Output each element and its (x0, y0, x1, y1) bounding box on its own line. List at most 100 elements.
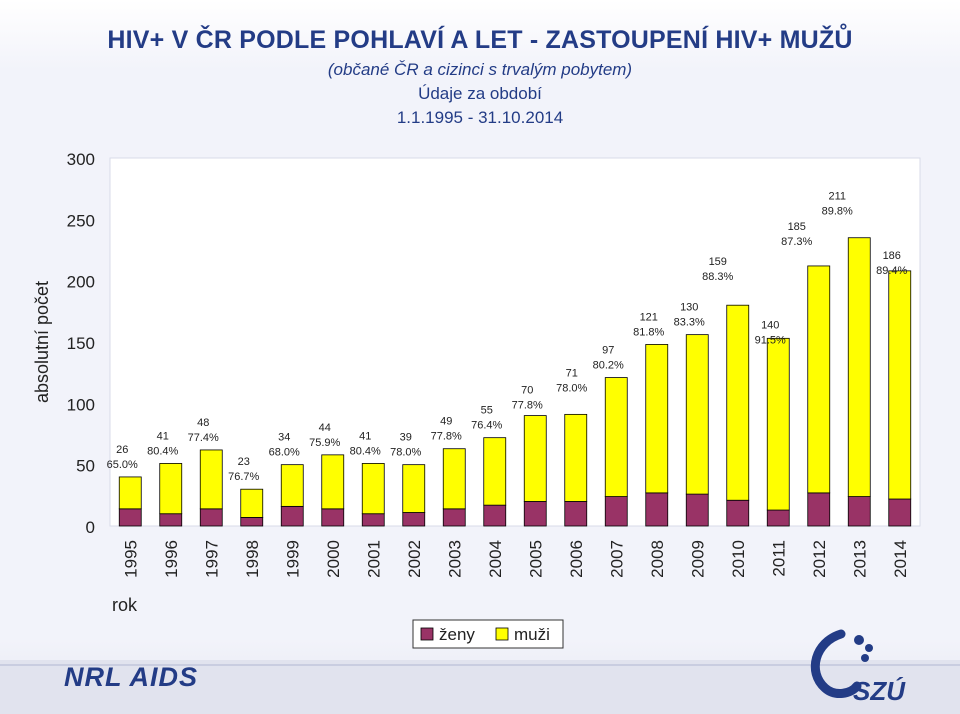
bar-zeny (888, 498, 912, 527)
y-tick-label: 300 (67, 150, 95, 169)
x-tick-label: 2000 (324, 540, 343, 578)
footer-band (0, 660, 960, 714)
x-tick-label: 2009 (688, 540, 707, 578)
bar-muzi (159, 463, 183, 515)
data-label-count: 186 (883, 250, 901, 262)
x-tick-label: 2005 (526, 540, 545, 578)
szu-logo: SZÚ (810, 629, 906, 706)
page-title: HIV+ V ČR PODLE POHLAVÍ A LET - ZASTOUPE… (107, 26, 853, 54)
x-tick-label: 2001 (364, 540, 383, 578)
legend-swatch-muzi (495, 627, 509, 641)
data-label-count: 185 (788, 221, 806, 233)
data-label-share: 91.5% (755, 334, 786, 346)
data-label-count: 26 (116, 444, 128, 456)
legend-label-zeny: ženy (439, 625, 475, 644)
bar-muzi (280, 464, 304, 507)
data-label-count: 41 (359, 430, 371, 442)
bar-zeny (361, 513, 385, 527)
data-label-share: 81.8% (633, 326, 664, 338)
legend-swatch-zeny (420, 627, 434, 641)
bar-muzi (807, 265, 831, 494)
bar-zeny (564, 501, 588, 527)
data-label-share: 89.4% (876, 265, 907, 277)
x-tick-label: 2010 (729, 540, 748, 578)
bar-zeny (847, 496, 871, 527)
bar-zeny (159, 513, 183, 527)
data-label-share: 87.3% (781, 236, 812, 248)
bar-zeny (645, 492, 669, 527)
x-tick-label: 2013 (850, 540, 869, 578)
data-label-count: 34 (278, 432, 290, 444)
bar-zeny (280, 505, 304, 527)
data-label-count: 121 (640, 311, 658, 323)
x-tick-label: 2012 (810, 540, 829, 578)
bar-zeny (321, 508, 345, 527)
bar-zeny (807, 492, 831, 527)
period-range: 1.1.1995 - 31.10.2014 (396, 108, 564, 127)
x-axis-label: rok (112, 595, 138, 615)
bar-muzi (118, 476, 142, 510)
data-label-count: 49 (440, 416, 452, 428)
bar-zeny (726, 499, 750, 527)
data-label-share: 77.8% (512, 400, 543, 412)
data-label-count: 48 (197, 417, 209, 429)
data-label-share: 76.4% (471, 420, 502, 432)
bar-muzi (402, 464, 426, 513)
data-label-count: 140 (761, 319, 779, 331)
x-tick-label: 2014 (891, 540, 910, 578)
data-label-count: 70 (521, 385, 533, 397)
data-label-count: 71 (566, 367, 578, 379)
bar-muzi (361, 463, 385, 515)
bar-muzi (685, 334, 709, 495)
page-subtitle: (občané ČR a cizinci s trvalým pobytem) (327, 60, 633, 79)
bar-zeny (483, 504, 507, 527)
bar-zeny (118, 508, 142, 527)
data-label-share: 89.8% (822, 206, 853, 218)
data-label-count: 39 (400, 432, 412, 444)
bar-zeny (523, 501, 547, 527)
data-label-share: 75.9% (309, 437, 340, 449)
bar-zeny (402, 512, 426, 527)
data-label-share: 77.4% (188, 432, 219, 444)
data-label-share: 65.0% (107, 459, 138, 471)
x-tick-label: 1996 (162, 540, 181, 578)
bar-zeny (240, 517, 264, 527)
bar-muzi (604, 377, 628, 497)
legend-label-muzi: muži (514, 625, 550, 644)
szu-logo-text: SZÚ (853, 676, 906, 706)
y-tick-label: 150 (67, 334, 95, 353)
data-label-share: 80.4% (147, 445, 178, 457)
data-label-share: 80.4% (350, 445, 381, 457)
x-tick-label: 2004 (486, 540, 505, 578)
data-label-share: 78.0% (390, 447, 421, 459)
y-tick-label: 50 (76, 457, 95, 476)
y-axis-label: absolutní počet (32, 281, 52, 403)
bar-zeny (442, 508, 466, 527)
data-label-count: 41 (157, 430, 169, 442)
x-tick-label: 2006 (567, 540, 586, 578)
bar-muzi (888, 270, 912, 500)
bar-muzi (442, 448, 466, 510)
bar-zeny (604, 496, 628, 527)
x-tick-label: 1999 (283, 540, 302, 578)
legend-box (412, 619, 564, 649)
nrl-aids-logo: NRL AIDS (64, 662, 199, 692)
bar-muzi (847, 237, 871, 497)
y-tick-label: 100 (67, 395, 95, 414)
data-label-count: 44 (319, 422, 331, 434)
y-tick-label: 250 (67, 211, 95, 230)
bar-muzi (645, 344, 669, 494)
period-label: Údaje za období (418, 84, 542, 103)
data-label-share: 88.3% (702, 271, 733, 283)
bar-zeny (199, 508, 223, 527)
data-label-count: 159 (709, 256, 727, 268)
bar-muzi (483, 437, 507, 506)
data-label-share: 76.7% (228, 471, 259, 483)
bar-zeny (766, 509, 790, 527)
data-label-share: 77.8% (431, 431, 462, 443)
x-tick-label: 1997 (202, 540, 221, 578)
data-label-count: 130 (680, 302, 698, 314)
x-tick-label: 2007 (607, 540, 626, 578)
x-tick-label: 2011 (769, 540, 788, 577)
